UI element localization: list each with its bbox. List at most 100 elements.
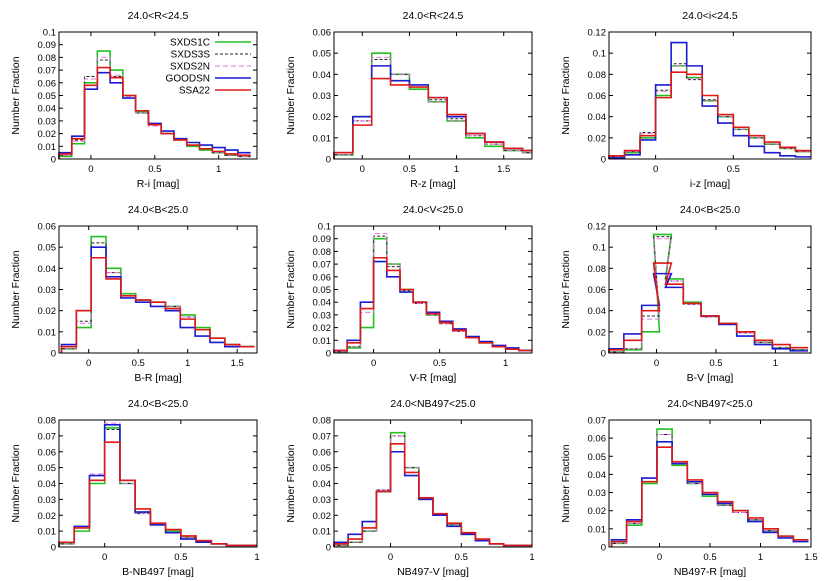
x-axis-label: i-z [mag] <box>690 178 730 190</box>
y-tick-label: 0 <box>326 349 331 360</box>
series-sxds1c <box>608 233 809 353</box>
panel-title: 24.0<NB497<25.0 <box>390 398 475 410</box>
x-tick-label: 0.5 <box>148 164 161 175</box>
y-tick-label: 0.08 <box>38 53 57 64</box>
x-tick-label: 0 <box>88 164 93 175</box>
y-tick-label: 0.05 <box>313 285 332 296</box>
x-tick-label: 1 <box>185 358 190 369</box>
y-tick-label: 0.02 <box>588 506 607 517</box>
y-tick-label: 0 <box>51 543 56 554</box>
y-tick-label: 0.08 <box>313 416 332 427</box>
x-axis-label: R-z [mag] <box>410 178 456 190</box>
y-axis-label: Number Fraction <box>560 444 572 522</box>
y-tick-label: 0.02 <box>38 129 57 140</box>
y-tick-label: 0 <box>51 349 56 360</box>
x-tick-label: 1.5 <box>804 552 817 563</box>
y-tick-label: 0.03 <box>313 495 332 506</box>
panel-title: 24.0<B<25.0 <box>680 204 740 216</box>
y-tick-label: 0.03 <box>38 495 57 506</box>
y-tick-label: 0.04 <box>313 479 332 490</box>
y-tick-label: 0.04 <box>313 298 332 309</box>
y-tick-label: 0.1 <box>593 243 606 254</box>
y-tick-label: 0.02 <box>313 323 332 334</box>
x-axis-label: B-V [mag] <box>687 372 734 384</box>
y-tick-label: 0 <box>326 543 331 554</box>
y-tick-label: 0.05 <box>38 91 57 102</box>
x-tick-label: 0 <box>371 358 376 369</box>
y-tick-label: 0.06 <box>588 91 607 102</box>
y-tick-label: 0.05 <box>588 452 607 463</box>
series-goodsn <box>333 260 532 353</box>
y-axis-label: Number Fraction <box>285 250 297 328</box>
y-tick-label: 0.02 <box>38 511 57 522</box>
y-tick-label: 0.09 <box>313 234 332 245</box>
series-sxds1c <box>333 431 532 547</box>
y-tick-label: 0.02 <box>38 306 57 317</box>
plot-frame <box>333 225 533 354</box>
x-axis-label: NB497-R [mag] <box>674 566 746 578</box>
y-axis-label: Number Fraction <box>10 250 22 328</box>
y-tick-label: 0.04 <box>588 112 607 123</box>
y-tick-label: 0.06 <box>38 447 57 458</box>
y-tick-label: 0.01 <box>588 524 607 535</box>
y-tick-label: 0.01 <box>313 133 332 144</box>
y-tick-label: 0.06 <box>588 285 607 296</box>
y-tick-label: 0.04 <box>313 70 332 81</box>
y-tick-label: 0 <box>601 543 606 554</box>
series-sxds2n <box>608 238 809 353</box>
panel-nb497-r: 24.0<NB497<25.0 0 0.01 0.02 0.03 0.04 0.05 0.06… <box>560 398 818 578</box>
y-tick-label: 0.04 <box>38 104 57 115</box>
x-tick-label: 0.5 <box>433 358 446 369</box>
y-tick-label: 0.12 <box>588 28 607 39</box>
legend-label: GOODSN <box>166 74 210 85</box>
x-axis-label: R-i [mag] <box>137 178 180 190</box>
x-tick-label: 1 <box>503 358 508 369</box>
y-tick-label: 0.08 <box>588 70 607 81</box>
x-tick-label: 1 <box>758 552 763 563</box>
y-tick-label: 0.05 <box>38 243 57 254</box>
plot-frame <box>608 31 812 160</box>
x-tick-label: 0.5 <box>455 552 468 563</box>
y-tick-label: 0.05 <box>38 463 57 474</box>
series-sxds3s <box>333 235 532 353</box>
panel-title: 24.0<B<25.0 <box>128 398 188 410</box>
y-tick-label: 0.01 <box>38 327 57 338</box>
x-tick-label: 0 <box>657 552 662 563</box>
series-sxds1c <box>333 52 532 159</box>
y-tick-label: 0.1 <box>593 49 606 60</box>
y-tick-label: 0.01 <box>313 527 332 538</box>
panel-title: 24.0<i<24.5 <box>682 10 738 22</box>
y-axis-label: Number Fraction <box>285 56 297 134</box>
series-ssa22 <box>333 443 532 547</box>
x-tick-label: 1 <box>773 358 778 369</box>
y-tick-label: 0.07 <box>313 260 332 271</box>
x-tick-label: 0.5 <box>727 164 740 175</box>
x-tick-label: 0 <box>653 164 658 175</box>
x-tick-label: 1 <box>254 552 259 563</box>
series-ssa22 <box>58 66 251 159</box>
plot-frame <box>58 225 258 354</box>
y-tick-label: 0.07 <box>588 416 607 427</box>
y-tick-label: 0.08 <box>313 247 332 258</box>
x-tick-label: 0 <box>102 552 107 563</box>
panel-title: 24.0<NB497<25.0 <box>667 398 752 410</box>
x-axis-label: B-R [mag] <box>134 372 181 384</box>
y-tick-label: 0.06 <box>38 222 57 233</box>
y-tick-label: 0.04 <box>588 470 607 481</box>
x-tick-label: 1 <box>454 164 459 175</box>
y-tick-label: 0.05 <box>313 49 332 60</box>
y-tick-label: 0.03 <box>313 310 332 321</box>
y-tick-label: 0.06 <box>313 28 332 39</box>
y-tick-label: 0.01 <box>38 142 57 153</box>
y-tick-label: 0.06 <box>313 272 332 283</box>
x-tick-label: 1 <box>529 552 534 563</box>
y-tick-label: 0.03 <box>588 488 607 499</box>
y-tick-label: 0.07 <box>313 431 332 442</box>
y-tick-label: 0.02 <box>588 133 607 144</box>
x-tick-label: 1.5 <box>231 358 244 369</box>
plot-frame <box>58 419 258 548</box>
y-tick-label: 0.04 <box>38 479 57 490</box>
y-tick-label: 0.03 <box>38 116 57 127</box>
y-tick-label: 0.08 <box>588 264 607 275</box>
x-tick-label: 0.5 <box>174 552 187 563</box>
